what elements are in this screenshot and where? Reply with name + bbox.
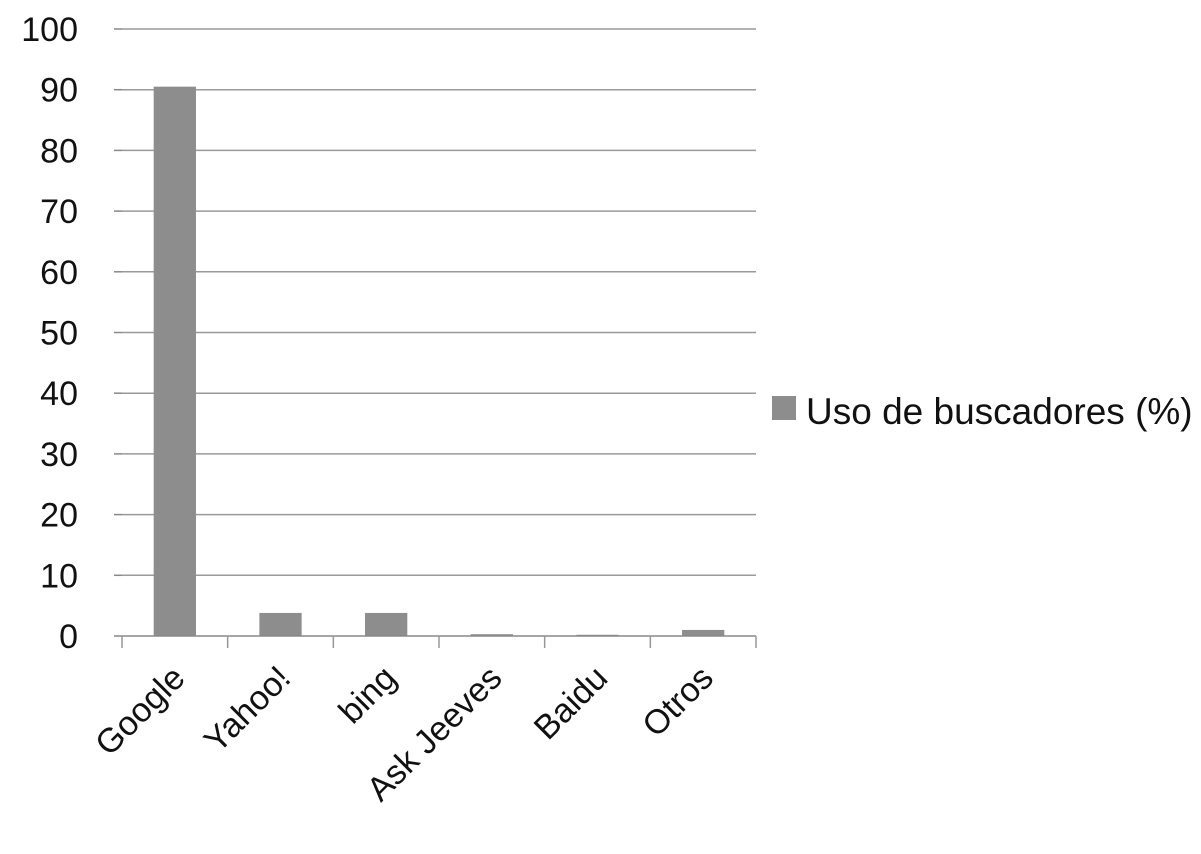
bar-bing xyxy=(365,612,408,636)
y-tick-label: 80 xyxy=(40,132,78,170)
x-tick-label: Yahoo! xyxy=(197,659,298,760)
y-tick-label: 60 xyxy=(40,254,78,292)
y-axis-ticks: 0 10 20 30 40 50 60 70 80 90 100 xyxy=(21,11,122,656)
bar-ask-jeeves xyxy=(470,634,513,636)
x-axis xyxy=(121,635,757,648)
x-tick-label: bing xyxy=(331,659,403,731)
bar-yahoo xyxy=(259,612,302,636)
y-tick-label: 90 xyxy=(40,72,78,110)
y-tick-label: 30 xyxy=(40,436,78,474)
legend-swatch xyxy=(772,396,796,420)
y-tick-label: 0 xyxy=(59,618,78,656)
legend-label: Uso de buscadores (%) xyxy=(806,391,1193,432)
x-tick-label: Otros xyxy=(635,659,721,745)
bars xyxy=(153,86,725,637)
y-tick-label: 10 xyxy=(40,557,78,595)
x-tick-label: Google xyxy=(88,659,192,763)
y-tick-label: 100 xyxy=(21,11,78,49)
x-tick-label: Baidu xyxy=(527,659,615,747)
y-tick-label: 50 xyxy=(40,315,78,353)
y-tick-label: 40 xyxy=(40,375,78,413)
y-tick-label: 20 xyxy=(40,497,78,535)
bar-google xyxy=(153,86,196,637)
bar-otros xyxy=(682,629,725,636)
y-tick-label: 70 xyxy=(40,193,78,231)
gridlines xyxy=(122,28,756,577)
